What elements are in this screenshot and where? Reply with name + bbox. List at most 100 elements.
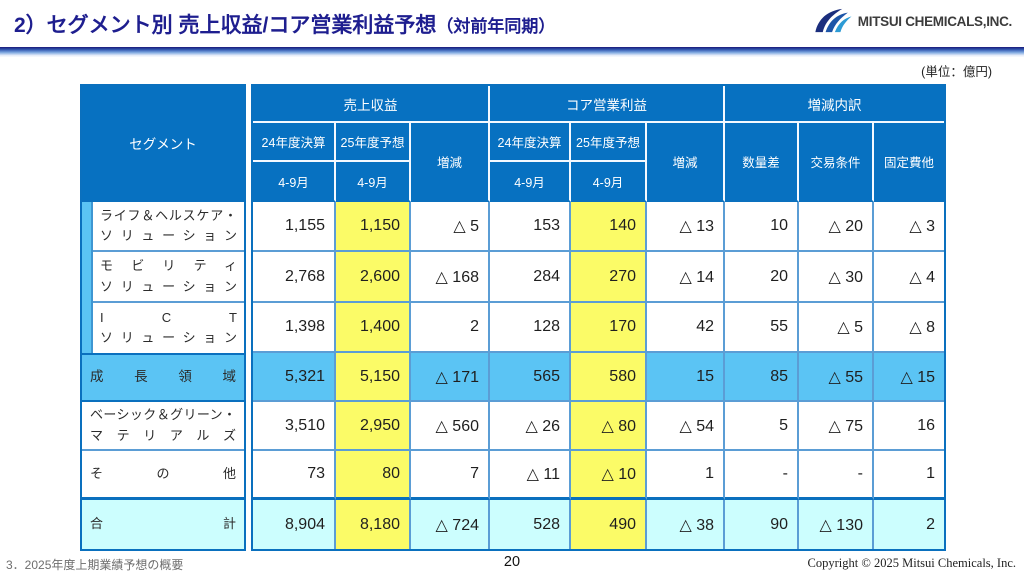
segment-row-total: 合計 (82, 500, 244, 549)
value-cell: 2,768 (253, 252, 336, 303)
value-cell: 1,400 (336, 303, 411, 353)
value-cell: 1,398 (253, 303, 336, 353)
page-number: 20 (503, 554, 521, 570)
value-cell: 10 (725, 202, 799, 252)
value-cell: 7 (411, 451, 490, 500)
value-cell: 2,600 (336, 252, 411, 303)
col-header-rev-fy24: 24年度決算 (253, 123, 336, 162)
col-header-fixed-costs: 固定費他 (874, 123, 944, 202)
value-cell: 8,904 (253, 500, 336, 549)
value-cell: 2 (874, 500, 944, 549)
value-cell: 1 (647, 451, 725, 500)
segment-row-life-healthcare: ライフ＆ヘルスケア・ ソリューション (82, 202, 244, 252)
col-header-rev-fy25: 25年度予想 (336, 123, 411, 162)
value-cell: 565 (490, 353, 571, 402)
growth-group-strip (82, 303, 93, 353)
col-header-trade-terms: 交易条件 (799, 123, 874, 202)
segment-label-line: ベーシック＆グリーン・ (90, 407, 236, 423)
value-cell: 5 (725, 402, 799, 451)
value-cell: △ 38 (647, 500, 725, 549)
value-cell: 1,155 (253, 202, 336, 252)
value-cell: 1,150 (336, 202, 411, 252)
value-cell: △ 10 (571, 451, 647, 500)
growth-group-strip (82, 202, 93, 252)
page-title: 2）セグメント別 売上収益/コア営業利益予想（対前年同期） (14, 9, 555, 39)
segment-row-basic-green: ベーシック＆グリーン・ マテリアルズ (82, 402, 244, 451)
value-cell: △ 26 (490, 402, 571, 451)
segment-label: I C T ソリューション (93, 303, 244, 353)
page-title-paren: （対前年同期） (436, 17, 556, 36)
value-cell: 3,510 (253, 402, 336, 451)
period-header: 4-9月 (490, 162, 571, 202)
value-cell: 490 (571, 500, 647, 549)
period-header: 4-9月 (336, 162, 411, 202)
period-header: 4-9月 (253, 162, 336, 202)
value-cell: △ 13 (647, 202, 725, 252)
segment-row-others: その他 (82, 451, 244, 500)
value-cell: 8,180 (336, 500, 411, 549)
growth-group-strip (82, 252, 93, 303)
segment-label-line: モビリティ (100, 258, 237, 274)
value-cell: 42 (647, 303, 725, 353)
segment-label-line: ソリューション (100, 278, 237, 294)
col-header-profit-fy24: 24年度決算 (490, 123, 571, 162)
segment-label-line: I C T (100, 309, 237, 325)
page-title-main: 2）セグメント別 売上収益/コア営業利益予想 (14, 14, 437, 37)
col-header-profit-fy25: 25年度予想 (571, 123, 647, 162)
value-cell: 528 (490, 500, 571, 549)
col-header-rev-change: 増減 (411, 123, 490, 202)
value-cell: △ 54 (647, 402, 725, 451)
value-cell: △ 168 (411, 252, 490, 303)
value-cell: - (725, 451, 799, 500)
segment-label-line: ソリューション (100, 330, 237, 345)
value-cell: △ 8 (874, 303, 944, 353)
value-cell: 85 (725, 353, 799, 402)
value-cell: 128 (490, 303, 571, 353)
value-cell: △ 80 (571, 402, 647, 451)
value-cell: △ 5 (411, 202, 490, 252)
value-cell: △ 724 (411, 500, 490, 549)
value-cell: △ 15 (874, 353, 944, 402)
value-cell: 580 (571, 353, 647, 402)
company-logo: MITSUI CHEMICALS,INC. (814, 8, 1012, 34)
forecast-table: セグメント ライフ＆ヘルスケア・ ソリューション モビリティ ソリューション I (80, 84, 950, 551)
segment-label-line: 成長領域 (90, 369, 236, 385)
segment-column-header: セグメント (82, 86, 244, 202)
value-cell: 170 (571, 303, 647, 353)
segment-label-line: 合計 (90, 516, 236, 532)
group-header-core-profit: コア営業利益 (490, 86, 725, 123)
value-cell: - (799, 451, 874, 500)
value-cell: △ 171 (411, 353, 490, 402)
value-cell: △ 55 (799, 353, 874, 402)
segment-label: ライフ＆ヘルスケア・ ソリューション (93, 202, 244, 252)
value-cell: 16 (874, 402, 944, 451)
value-cell: 284 (490, 252, 571, 303)
footer-section-label: 3．2025年度上期業績予想の概要 (6, 558, 184, 572)
value-cell: 1 (874, 451, 944, 500)
col-header-volume: 数量差 (725, 123, 799, 202)
value-cell: 80 (336, 451, 411, 500)
value-cell: 90 (725, 500, 799, 549)
value-cell: △ 3 (874, 202, 944, 252)
segment-label: モビリティ ソリューション (93, 252, 244, 303)
company-name: MITSUI CHEMICALS,INC. (857, 13, 1013, 29)
value-cell: △ 11 (490, 451, 571, 500)
group-header-breakdown: 増減内訳 (725, 86, 944, 123)
value-cell: 73 (253, 451, 336, 500)
segment-label-line: その他 (90, 465, 236, 481)
title-divider (0, 47, 1024, 57)
value-cell: 5,150 (336, 353, 411, 402)
value-cell: △ 4 (874, 252, 944, 303)
value-cell: 153 (490, 202, 571, 252)
value-cell: △ 20 (799, 202, 874, 252)
copyright-notice: Copyright © 2025 Mitsui Chemicals, Inc. (807, 556, 1016, 570)
group-header-revenue: 売上収益 (253, 86, 490, 123)
value-cell: 2 (411, 303, 490, 353)
value-cell: △ 75 (799, 402, 874, 451)
value-cell: △ 5 (799, 303, 874, 353)
data-grid: 売上収益 コア営業利益 増減内訳 24年度決算 25年度予想 増減 24年度決算… (251, 84, 946, 551)
col-header-profit-change: 増減 (647, 123, 725, 202)
value-cell: 270 (571, 252, 647, 303)
segment-row-growth-domain: 成長領域 (82, 353, 244, 402)
